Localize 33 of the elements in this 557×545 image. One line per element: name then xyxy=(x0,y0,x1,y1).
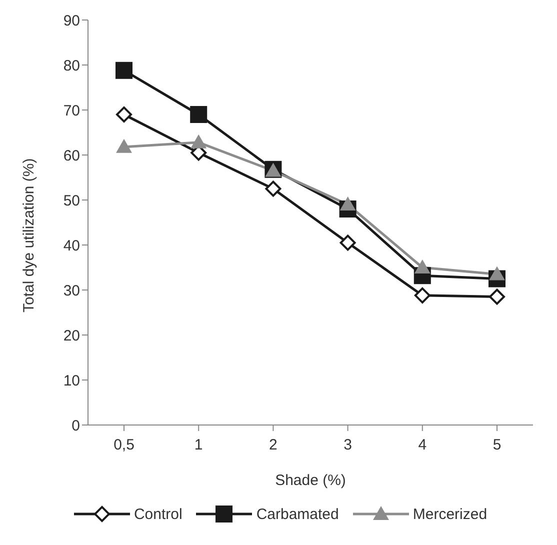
x-tick-label: 1 xyxy=(194,436,203,454)
point xyxy=(414,260,430,274)
point xyxy=(489,288,505,305)
point xyxy=(265,180,282,197)
y-tick-label: 40 xyxy=(63,237,80,254)
y-tick-label: 20 xyxy=(63,327,80,344)
point xyxy=(489,266,505,280)
y-tick-label: 30 xyxy=(63,282,80,300)
x-axis-title: Shade (%) xyxy=(275,472,346,489)
point xyxy=(116,62,132,79)
legend-label: Mercerized xyxy=(412,506,488,522)
point xyxy=(116,138,132,153)
point xyxy=(414,287,430,304)
y-tick-label: 0 xyxy=(72,417,80,434)
y-tick-label: 80 xyxy=(63,57,80,74)
y-tick-label: 50 xyxy=(63,192,80,210)
y-tick-label: 10 xyxy=(63,372,80,390)
point xyxy=(340,234,356,251)
y-tick-label: 90 xyxy=(63,12,80,30)
legend-label: Carbamated xyxy=(256,506,339,522)
x-tick-label: 4 xyxy=(418,436,427,454)
x-tick-label: 2 xyxy=(269,436,278,454)
y-axis-title: Total dye utilization (%) xyxy=(20,158,38,312)
x-tick-label: 5 xyxy=(492,436,502,454)
point xyxy=(190,134,207,148)
point xyxy=(340,196,356,210)
legend-label: Control xyxy=(134,506,182,522)
point xyxy=(190,106,208,123)
y-tick-label: 60 xyxy=(63,147,80,164)
x-tick-label: 3 xyxy=(344,436,352,454)
y-tick-label: 70 xyxy=(63,102,80,120)
x-tick-label: 0,5 xyxy=(114,436,134,454)
point xyxy=(116,106,132,122)
